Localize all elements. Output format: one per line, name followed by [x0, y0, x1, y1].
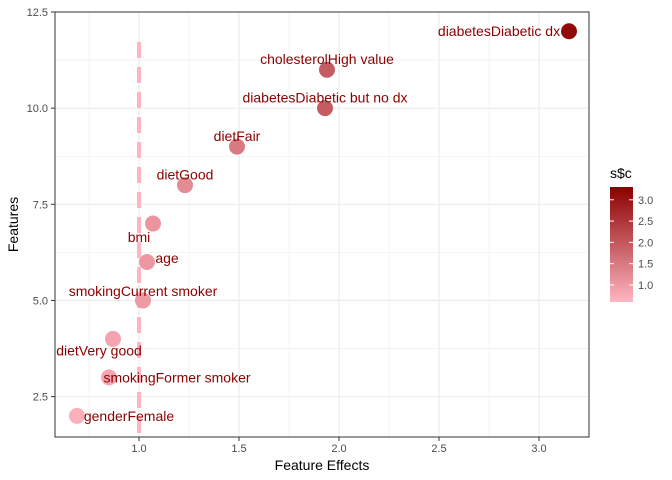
- point-label: smokingFormer smoker: [103, 369, 250, 385]
- y-axis-ticks: 2.5 5.0 7.5 10.0 12.5: [27, 7, 55, 404]
- point-label: age: [155, 250, 179, 266]
- x-tick-label: 1.0: [131, 443, 146, 455]
- point-label: genderFemale: [84, 408, 174, 424]
- data-point: [319, 61, 335, 78]
- y-tick-label: 7.5: [33, 199, 48, 211]
- data-point: [105, 330, 121, 347]
- y-tick-label: 12.5: [27, 7, 48, 19]
- legend-tick-label: 2.0: [638, 237, 653, 249]
- y-tick-label: 5.0: [33, 295, 48, 307]
- data-point: [229, 138, 245, 155]
- x-tick-label: 3.0: [531, 443, 546, 455]
- y-axis-title: Features: [5, 197, 21, 252]
- legend-tick-label: 1.5: [638, 259, 653, 271]
- data-point: [561, 23, 577, 40]
- point-label: dietGood: [157, 166, 214, 182]
- y-tick-label: 10.0: [27, 103, 48, 115]
- point-labels: diabetesDiabetic dx cholesterolHigh value…: [56, 23, 560, 424]
- point-label: diabetesDiabetic but no dx: [243, 89, 408, 105]
- data-points: [69, 23, 577, 424]
- point-label: smokingCurrent smoker: [69, 283, 218, 299]
- x-tick-label: 2.5: [431, 443, 446, 455]
- point-label: bmi: [128, 229, 151, 245]
- legend-tick-label: 1.0: [638, 280, 653, 292]
- legend-ticks: 1.0 1.5 2.0 2.5 3.0: [610, 195, 653, 292]
- data-point: [177, 177, 193, 194]
- x-axis-title: Feature Effects: [275, 457, 370, 473]
- legend-tick-label: 2.5: [638, 216, 653, 228]
- legend-tick-label: 3.0: [638, 195, 653, 207]
- data-point: [317, 100, 333, 117]
- data-point: [101, 369, 117, 386]
- legend-title: s$c: [610, 165, 632, 181]
- y-tick-label: 2.5: [33, 392, 48, 404]
- data-point: [139, 254, 155, 270]
- point-label: cholesterolHigh value: [260, 51, 394, 67]
- color-legend: s$c 1.0 1.5 2.0 2.5 3.0: [610, 165, 653, 302]
- point-label: diabetesDiabetic dx: [438, 23, 560, 39]
- x-axis-ticks: 1.0 1.5 2.0 2.5 3.0: [131, 437, 547, 455]
- data-point: [135, 292, 151, 309]
- data-point: [145, 215, 161, 232]
- data-point: [69, 407, 85, 424]
- x-tick-label: 1.5: [231, 443, 246, 455]
- point-label: dietFair: [214, 128, 261, 144]
- panel-border: [54, 11, 590, 438]
- legend-colorbar: [610, 187, 633, 302]
- x-tick-label: 2.0: [331, 443, 346, 455]
- panel-background: [55, 12, 589, 437]
- point-label: dietVery good: [56, 342, 142, 358]
